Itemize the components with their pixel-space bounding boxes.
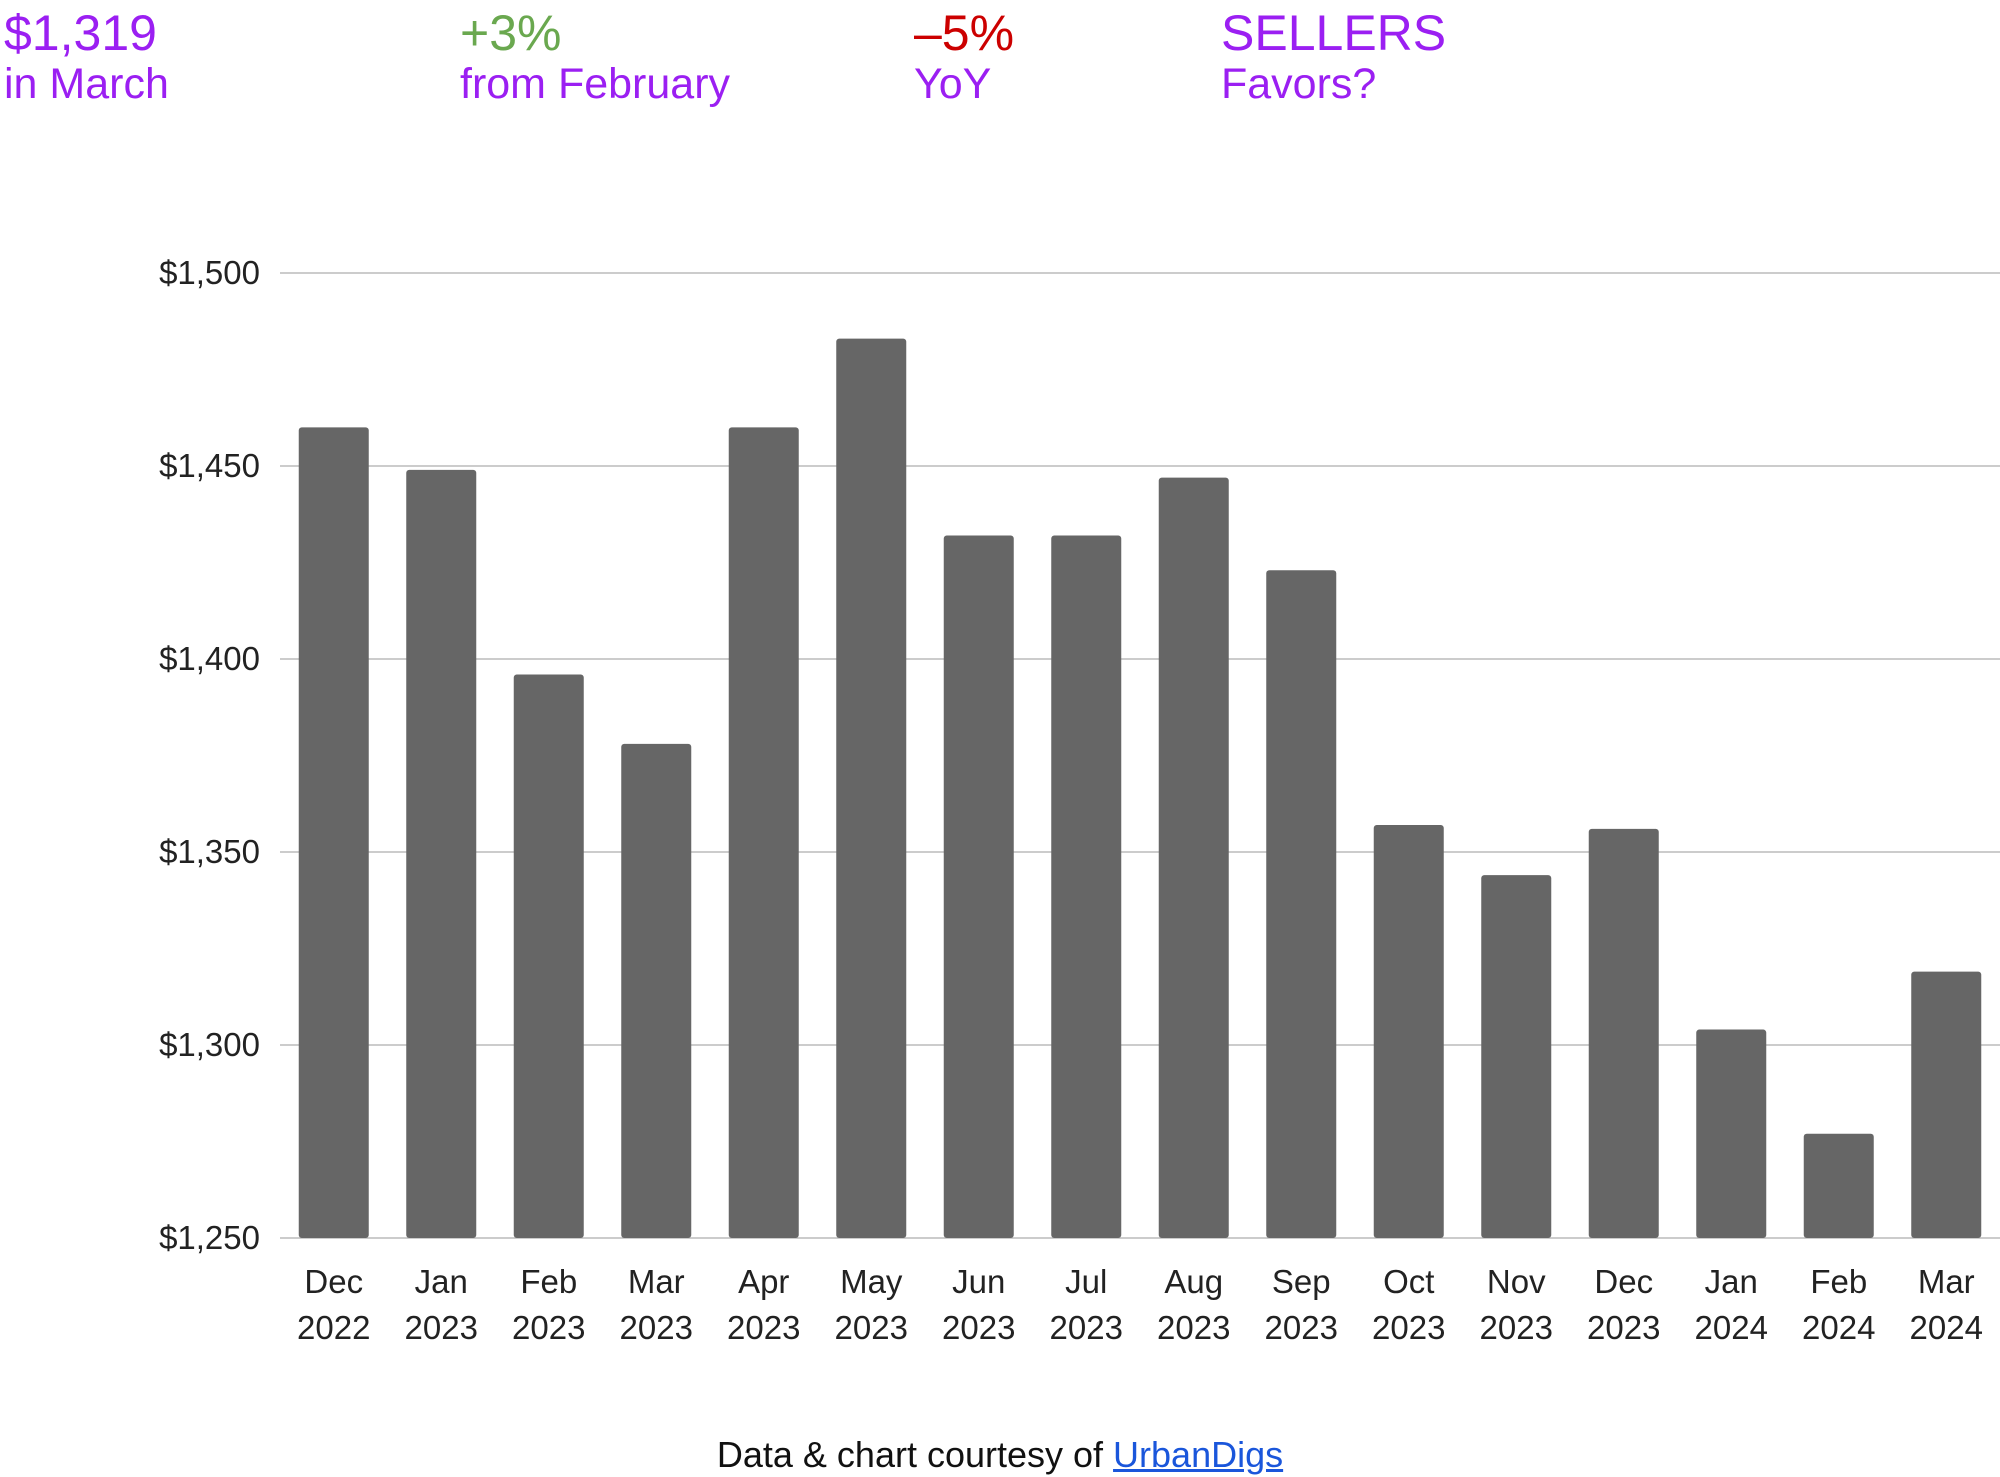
x-tick-label-month: Sep [1272, 1263, 1331, 1300]
bar [836, 338, 907, 1238]
x-tick-label-month: Jun [952, 1263, 1005, 1300]
stat-mom-value: +3% [460, 5, 562, 61]
x-tick-label-year: 2024 [1695, 1309, 1768, 1346]
x-tick-label-year: 2023 [1372, 1309, 1445, 1346]
bar [1266, 570, 1337, 1238]
x-axis-tick-labels: Dec 2022 Jan 2023 Feb 2023 Mar 2023 Apr 2023 May 20… [297, 1263, 1983, 1346]
stat-month-over-month: +3% from February [460, 6, 730, 108]
x-tick-label-year: 2023 [727, 1309, 800, 1346]
stat-market-favors: SELLERS Favors? [1221, 6, 1446, 108]
x-tick-label-year: 2023 [1157, 1309, 1230, 1346]
x-tick-label-month: Oct [1383, 1263, 1434, 1300]
y-tick-label: $1,400 [159, 640, 260, 677]
bar [406, 469, 477, 1238]
bar [1911, 971, 1982, 1238]
bar [621, 743, 692, 1238]
y-tick-label: $1,250 [159, 1219, 260, 1256]
bar [1158, 477, 1229, 1239]
stat-year-over-year: –5% YoY [914, 6, 1014, 108]
x-tick-label-year: 2022 [297, 1309, 370, 1346]
y-tick-label: $1,350 [159, 833, 260, 870]
x-tick-label-month: Nov [1487, 1263, 1546, 1300]
x-tick-label-year: 2023 [1587, 1309, 1660, 1346]
stat-price-caption: in March [4, 60, 169, 108]
stat-yoy-value: –5% [914, 5, 1015, 61]
stat-mom-caption: from February [460, 60, 731, 108]
x-tick-label-year: 2023 [942, 1309, 1015, 1346]
stat-price-value: $1,319 [4, 5, 157, 61]
x-tick-label-month: Jan [415, 1263, 468, 1300]
stat-favors-value: SELLERS [1221, 5, 1447, 61]
credit-line: Data & chart courtesy of UrbanDigs [0, 1434, 2000, 1476]
bar [1373, 824, 1444, 1238]
x-tick-label-month: Feb [520, 1263, 577, 1300]
x-tick-label-year: 2024 [1910, 1309, 1983, 1346]
x-tick-label-year: 2023 [512, 1309, 585, 1346]
bar [728, 427, 799, 1238]
x-tick-label-year: 2024 [1802, 1309, 1875, 1346]
x-tick-label-month: Feb [1810, 1263, 1867, 1300]
bar [1588, 828, 1659, 1238]
x-tick-label-month: Mar [1918, 1263, 1975, 1300]
bar [1481, 875, 1552, 1238]
x-tick-label-year: 2023 [835, 1309, 908, 1346]
x-tick-label-month: Jan [1705, 1263, 1758, 1300]
bar-chart: $1,250 $1,300 $1,350 $1,400 $1,450 $1,500 Dec… [159, 254, 2000, 1346]
stat-price: $1,319 in March [4, 6, 169, 108]
bar [513, 674, 584, 1238]
x-tick-label-month: Dec [1594, 1263, 1653, 1300]
x-tick-label-month: Jul [1065, 1263, 1107, 1300]
y-tick-label: $1,450 [159, 447, 260, 484]
x-tick-label-month: May [840, 1263, 903, 1300]
bar [943, 535, 1014, 1238]
x-tick-label-year: 2023 [1480, 1309, 1553, 1346]
x-tick-label-month: Mar [628, 1263, 685, 1300]
y-tick-label: $1,300 [159, 1026, 260, 1063]
x-tick-label-year: 2023 [405, 1309, 478, 1346]
x-tick-label-month: Aug [1164, 1263, 1223, 1300]
y-tick-label: $1,500 [159, 254, 260, 291]
stat-yoy-caption: YoY [914, 60, 992, 108]
urbandigs-link[interactable]: UrbanDigs [1113, 1434, 1284, 1475]
x-tick-label-month: Dec [304, 1263, 363, 1300]
x-tick-label-year: 2023 [1265, 1309, 1338, 1346]
credit-text: Data & chart courtesy of [716, 1434, 1114, 1475]
stat-favors-caption: Favors? [1221, 60, 1377, 108]
bar [1803, 1133, 1874, 1238]
x-tick-label-year: 2023 [1050, 1309, 1123, 1346]
y-axis-tick-labels: $1,250 $1,300 $1,350 $1,400 $1,450 $1,500 [159, 254, 260, 1256]
bars [298, 338, 1982, 1239]
bar [298, 427, 369, 1238]
bar [1696, 1029, 1767, 1238]
x-tick-label-month: Apr [738, 1263, 789, 1300]
x-tick-label-year: 2023 [620, 1309, 693, 1346]
bar [1051, 535, 1122, 1238]
